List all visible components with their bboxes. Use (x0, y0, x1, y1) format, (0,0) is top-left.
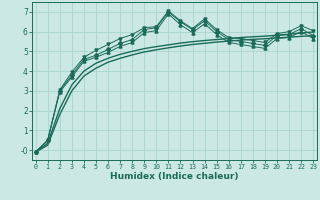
X-axis label: Humidex (Indice chaleur): Humidex (Indice chaleur) (110, 172, 239, 181)
